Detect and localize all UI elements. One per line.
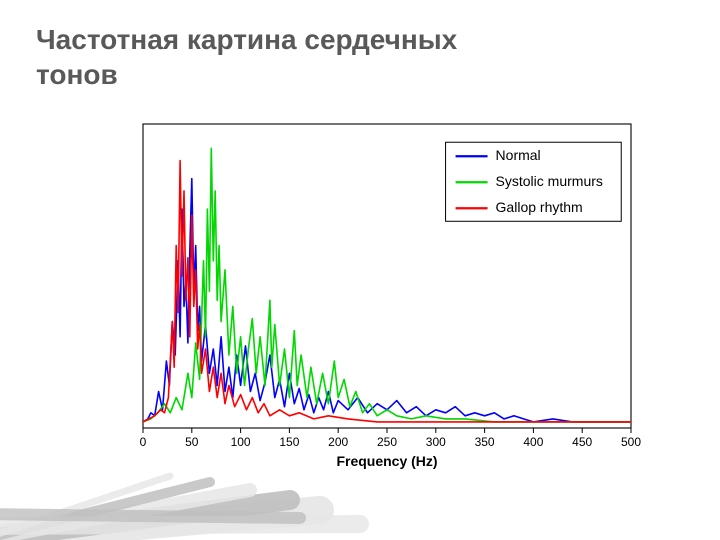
svg-text:250: 250 bbox=[377, 435, 397, 449]
svg-text:300: 300 bbox=[426, 435, 446, 449]
svg-text:350: 350 bbox=[475, 435, 495, 449]
svg-text:400: 400 bbox=[523, 435, 543, 449]
svg-text:0: 0 bbox=[140, 435, 147, 449]
svg-text:Normal: Normal bbox=[496, 147, 541, 163]
svg-text:Systolic murmurs: Systolic murmurs bbox=[496, 173, 603, 189]
svg-text:500: 500 bbox=[621, 435, 641, 449]
svg-text:150: 150 bbox=[279, 435, 299, 449]
svg-text:200: 200 bbox=[328, 435, 348, 449]
heart-sound-spectrum-chart: 0 50 100 150 200 250 300 350 400 450 500 Frequency … bbox=[95, 110, 655, 470]
svg-text:450: 450 bbox=[572, 435, 592, 449]
chart-svg: 0 50 100 150 200 250 300 350 400 450 500 Frequency … bbox=[95, 110, 655, 470]
decorative-shadow bbox=[0, 460, 720, 540]
svg-text:Gallop rhythm: Gallop rhythm bbox=[496, 199, 583, 215]
svg-text:Frequency (Hz): Frequency (Hz) bbox=[336, 453, 437, 469]
svg-text:100: 100 bbox=[231, 435, 251, 449]
svg-text:50: 50 bbox=[185, 435, 199, 449]
page-title: Частотная картина сердечных тонов bbox=[36, 22, 457, 92]
